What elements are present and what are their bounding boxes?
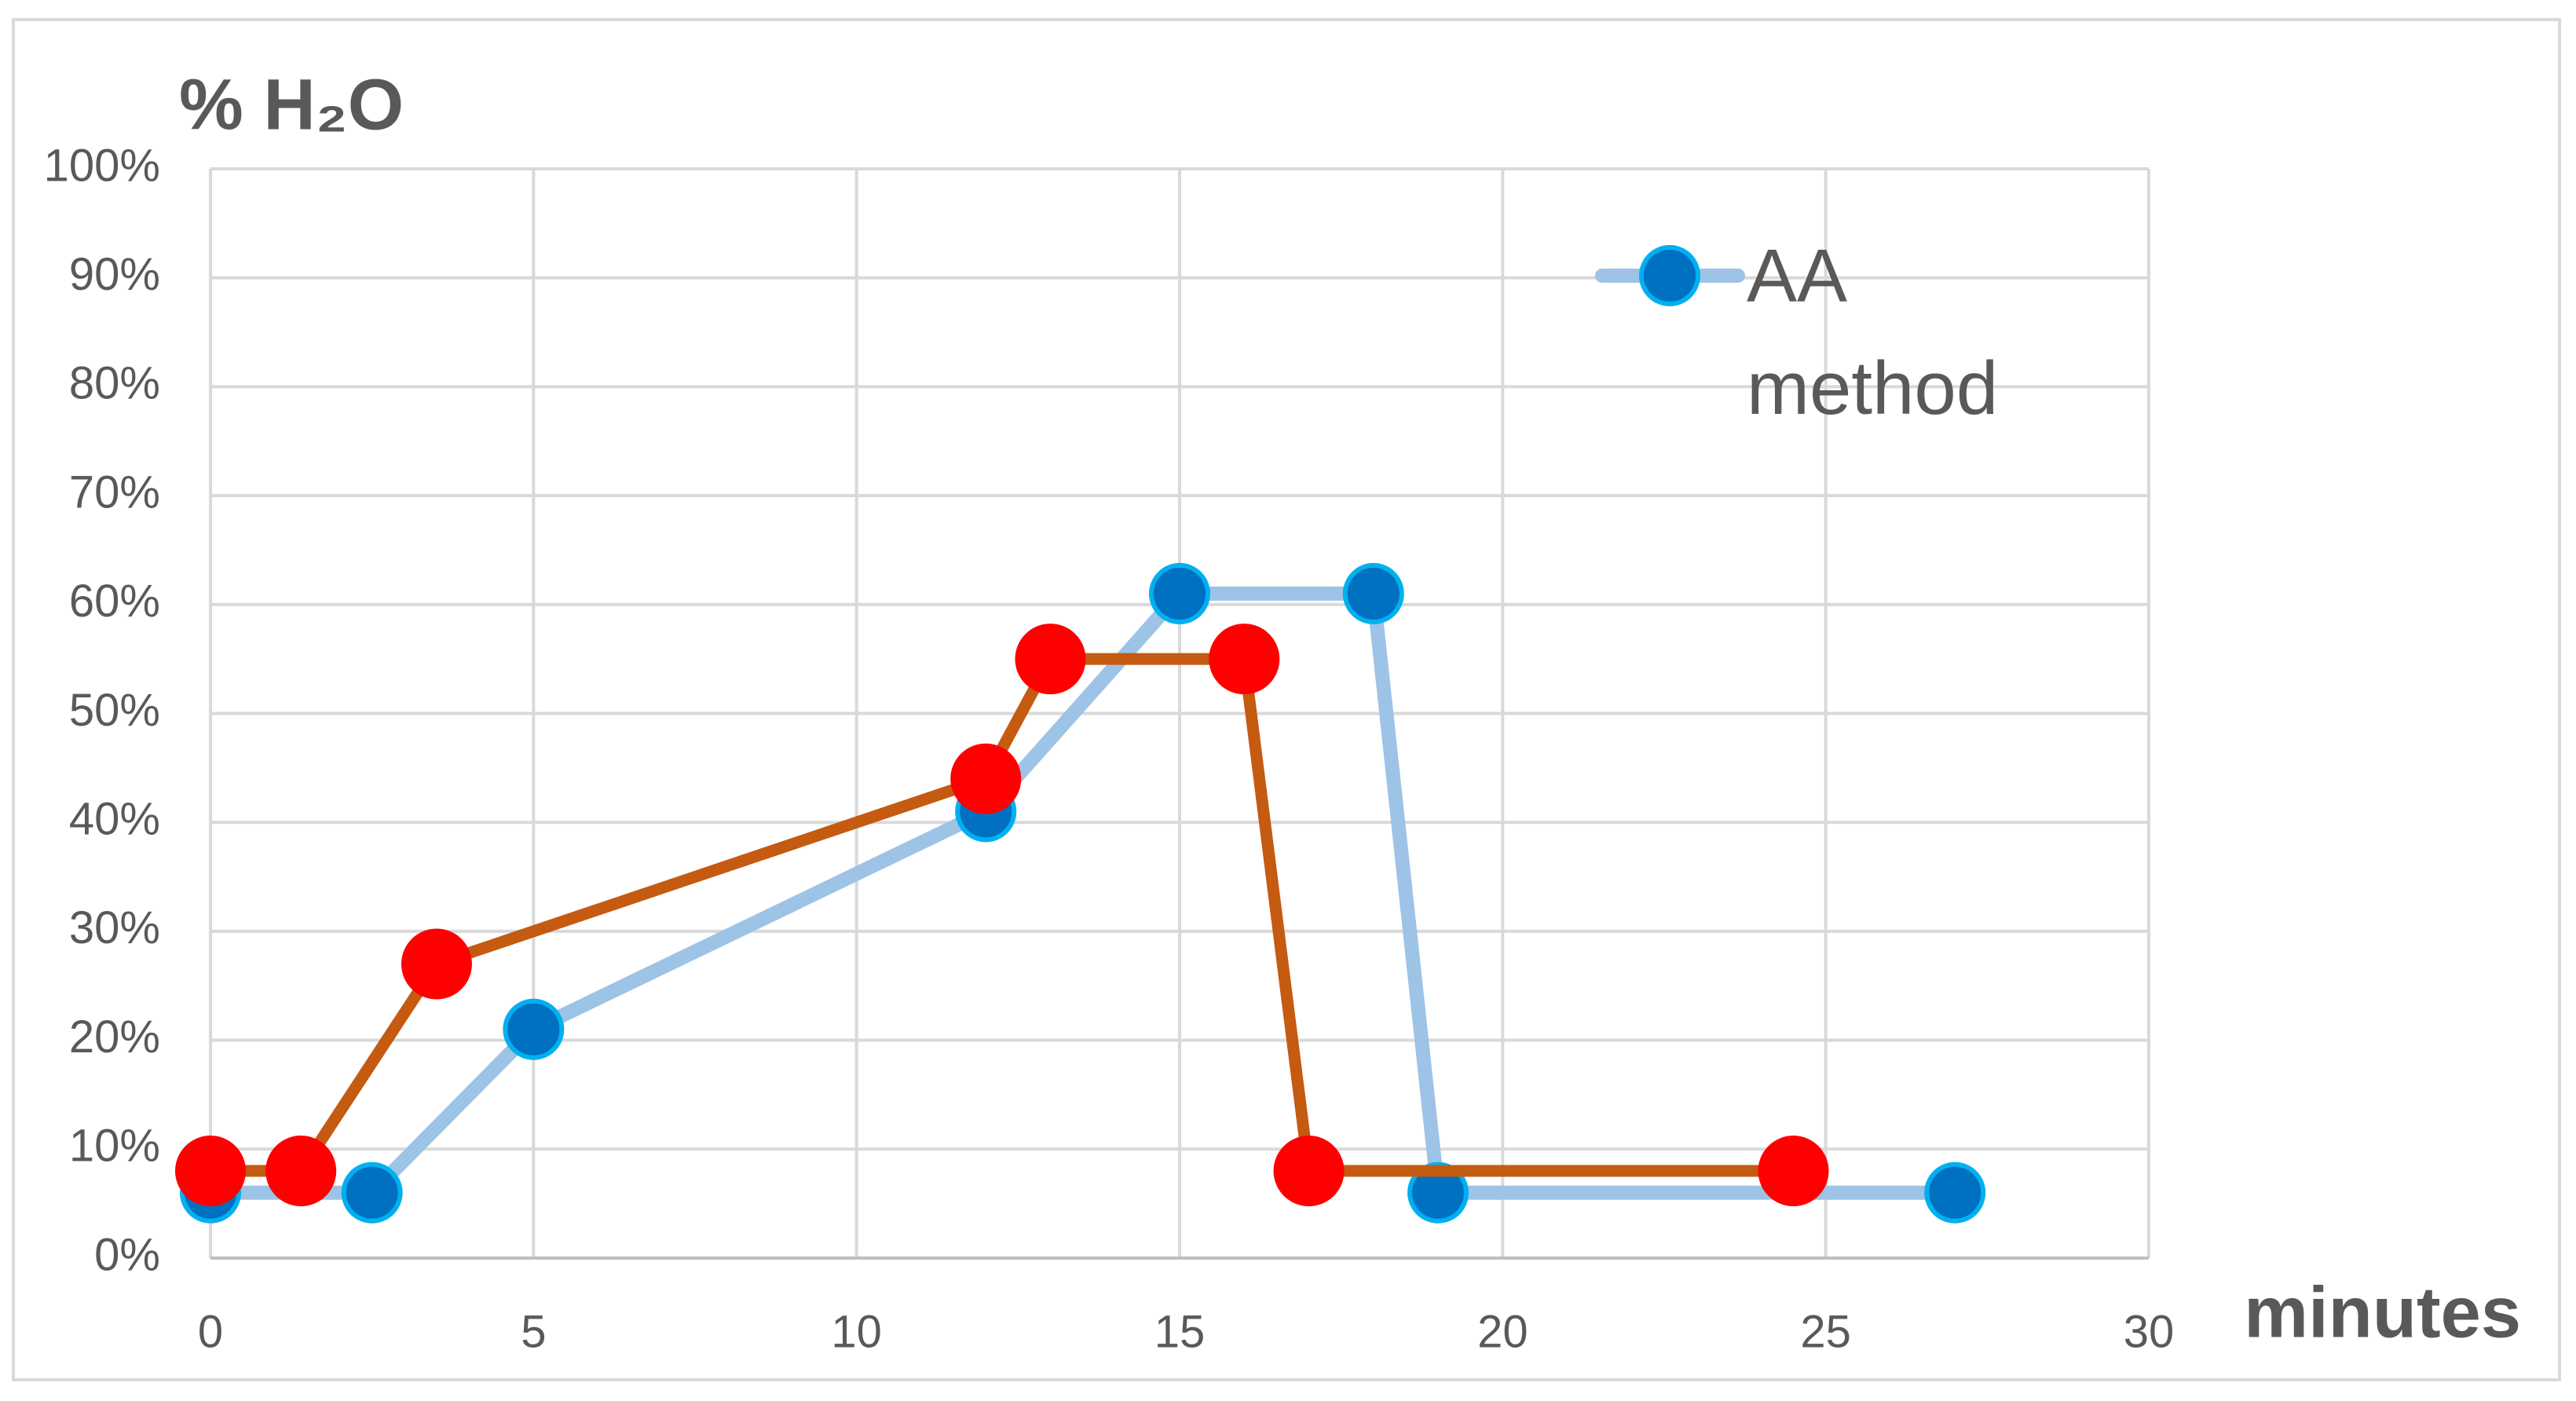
series-line <box>210 653 1794 1177</box>
y-axis-title: % H₂O <box>179 64 404 144</box>
marker <box>1924 1161 1986 1224</box>
y-tick-label: 10% <box>69 1121 160 1172</box>
y-tick-label: 50% <box>69 685 160 736</box>
legend-label: AA method <box>1747 234 1999 430</box>
y-tick-label: 60% <box>69 576 160 627</box>
y-tick-label: 80% <box>69 358 160 409</box>
marker <box>1407 1161 1469 1224</box>
legend-marker <box>1639 245 1700 306</box>
marker <box>341 1161 403 1224</box>
x-tick-label: 5 <box>521 1306 546 1357</box>
x-tick-label: 30 <box>2124 1306 2175 1357</box>
marker <box>265 1136 337 1207</box>
x-axis-title: minutes <box>2244 1272 2521 1352</box>
x-tick-label: 15 <box>1154 1306 1206 1357</box>
x-tick-label: 0 <box>198 1306 223 1357</box>
x-tick-label: 20 <box>1477 1306 1528 1357</box>
marker <box>503 998 565 1060</box>
marker <box>1149 562 1210 624</box>
y-tick-label: 90% <box>69 249 160 300</box>
y-tick-label: 70% <box>69 466 160 518</box>
marker <box>401 928 472 1000</box>
marker <box>1209 624 1280 695</box>
marker <box>1015 624 1086 695</box>
marker <box>1342 562 1404 624</box>
y-tick-label: 20% <box>69 1011 160 1063</box>
y-tick-label: 30% <box>69 902 160 953</box>
marker <box>175 1136 246 1207</box>
y-tick-label: 40% <box>69 794 160 845</box>
marker <box>1758 1136 1829 1207</box>
y-tick-label: 100% <box>44 140 160 191</box>
series-line <box>210 586 1956 1200</box>
y-tick-label: 0% <box>94 1229 160 1280</box>
x-tick-label: 25 <box>1800 1306 1851 1357</box>
marker <box>1273 1136 1345 1207</box>
x-tick-label: 10 <box>831 1306 882 1357</box>
marker <box>950 743 1022 814</box>
